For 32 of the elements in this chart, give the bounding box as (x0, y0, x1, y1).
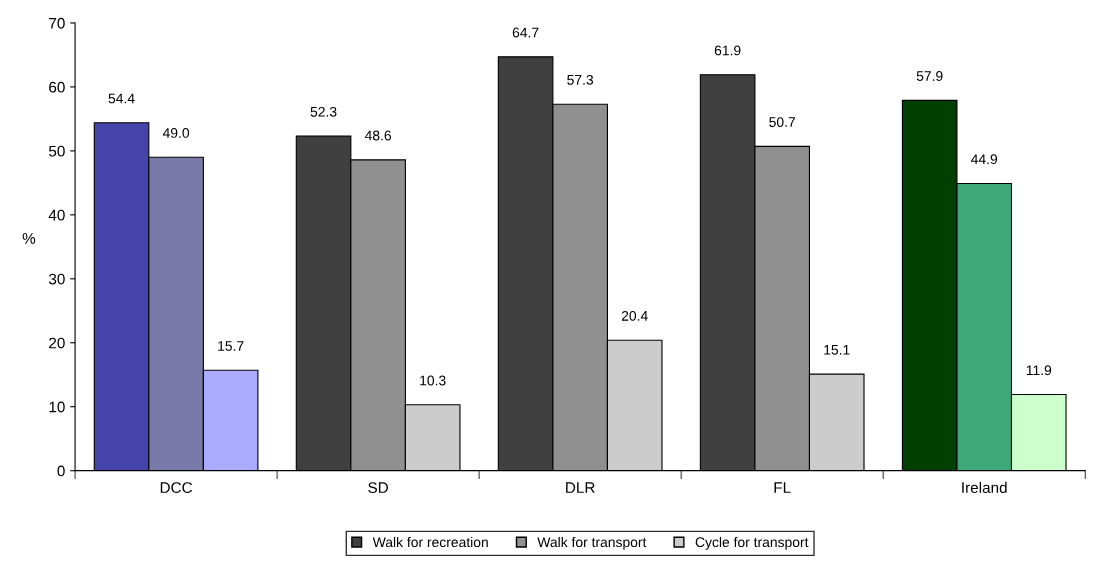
legend-label: Walk for transport (537, 536, 647, 550)
data-label: 64.7 (512, 27, 539, 38)
x-tick-label: SD (368, 482, 388, 494)
data-label: 11.9 (1026, 365, 1052, 376)
y-axis-title: % (22, 233, 36, 244)
y-tick-label: 30 (48, 273, 65, 285)
x-tick-label: DCC (160, 482, 193, 494)
y-tick-label: 0 (57, 465, 65, 477)
data-label: 10.3 (420, 375, 446, 386)
data-label: 57.9 (916, 71, 943, 81)
legend-label: Cycle for transport (695, 536, 809, 550)
data-label: 54.4 (108, 93, 135, 104)
y-tick-label: 50 (48, 145, 65, 157)
legend-label: Walk for recreation (372, 536, 488, 548)
data-label: 52.3 (310, 106, 337, 117)
x-tick-label: DLR (566, 482, 595, 493)
data-label: 57.3 (567, 74, 594, 85)
x-tick-label: FL (774, 482, 791, 493)
data-label: 20.4 (621, 310, 648, 321)
data-label: 15.7 (218, 341, 244, 351)
y-tick-label: 70 (49, 17, 65, 29)
data-label: 50.7 (769, 117, 795, 127)
y-tick-label: 20 (49, 337, 65, 349)
y-tick-label: 60 (49, 81, 65, 93)
y-tick-label: 10 (49, 401, 65, 413)
y-tick-label: 40 (48, 209, 65, 221)
data-label: 15.1 (824, 345, 850, 355)
data-label: 44.9 (971, 154, 998, 165)
data-label: 61.9 (714, 45, 741, 56)
data-label: 48.6 (364, 130, 392, 141)
x-tick-label: Ireland (962, 481, 1007, 494)
data-label: 49.0 (162, 128, 190, 138)
